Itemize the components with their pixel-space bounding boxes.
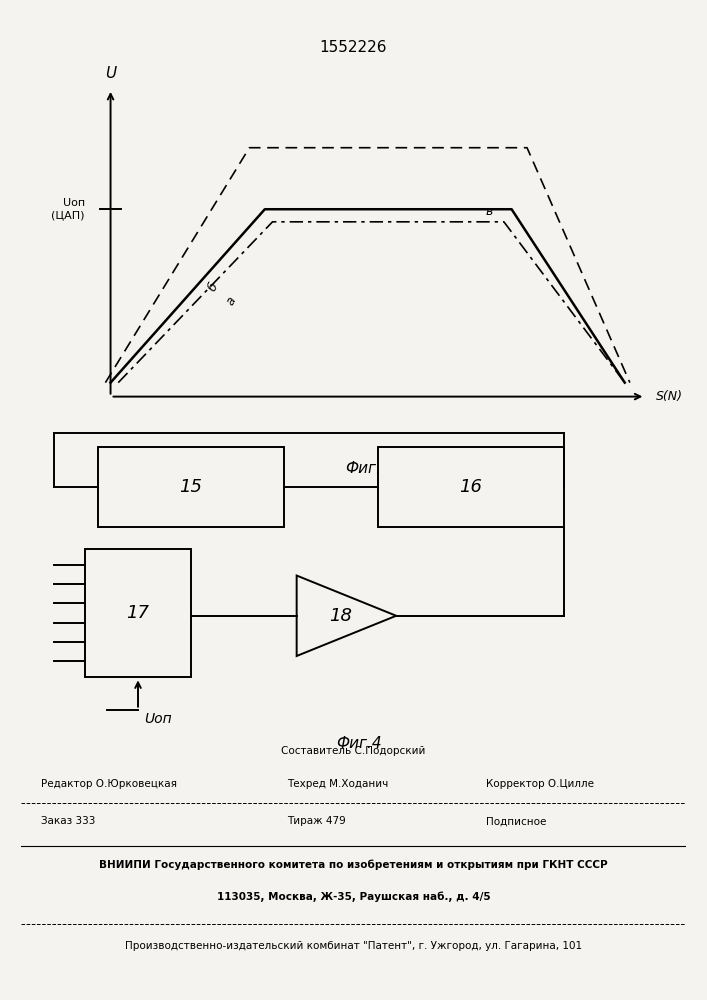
Text: 1552226: 1552226 [320, 40, 387, 55]
Text: а: а [223, 294, 239, 307]
Text: 113035, Москва, Ж-35, Раушская наб., д. 4/5: 113035, Москва, Ж-35, Раушская наб., д. … [216, 892, 491, 902]
Text: Фиг.4: Фиг.4 [336, 736, 382, 751]
Text: Корректор О.Цилле: Корректор О.Цилле [486, 779, 595, 789]
Text: Производственно-издательский комбинат "Патент", г. Ужгород, ул. Гагарина, 101: Производственно-издательский комбинат "П… [125, 941, 582, 951]
Bar [378, 447, 564, 527]
Text: б: б [206, 280, 221, 293]
Text: 17: 17 [127, 604, 149, 622]
Text: ВНИИПИ Государственного комитета по изобретениям и открытиям при ГКНТ СССР: ВНИИПИ Государственного комитета по изоб… [99, 860, 608, 870]
Text: U: U [105, 66, 116, 81]
Text: Составитель С.Подорский: Составитель С.Подорский [281, 746, 426, 756]
Text: Заказ 333: Заказ 333 [41, 816, 95, 826]
Text: 15: 15 [180, 478, 202, 496]
Text: Редактор О.Юрковецкая: Редактор О.Юрковецкая [41, 779, 177, 789]
Polygon shape [297, 576, 396, 656]
Text: 18: 18 [329, 607, 351, 625]
Text: S(N): S(N) [655, 390, 682, 403]
Text: Фиг.3: Фиг.3 [345, 461, 390, 476]
Bar [85, 549, 191, 677]
Text: Подписное: Подписное [486, 816, 547, 826]
Text: Uоп: Uоп [144, 712, 172, 726]
Text: в: в [486, 205, 493, 218]
Text: 16: 16 [460, 478, 482, 496]
Text: Uоп
(ЦАП): Uоп (ЦАП) [52, 198, 85, 220]
Bar [98, 447, 284, 527]
Text: Техред М.Ходанич: Техред М.Ходанич [287, 779, 388, 789]
Text: Тираж 479: Тираж 479 [287, 816, 346, 826]
